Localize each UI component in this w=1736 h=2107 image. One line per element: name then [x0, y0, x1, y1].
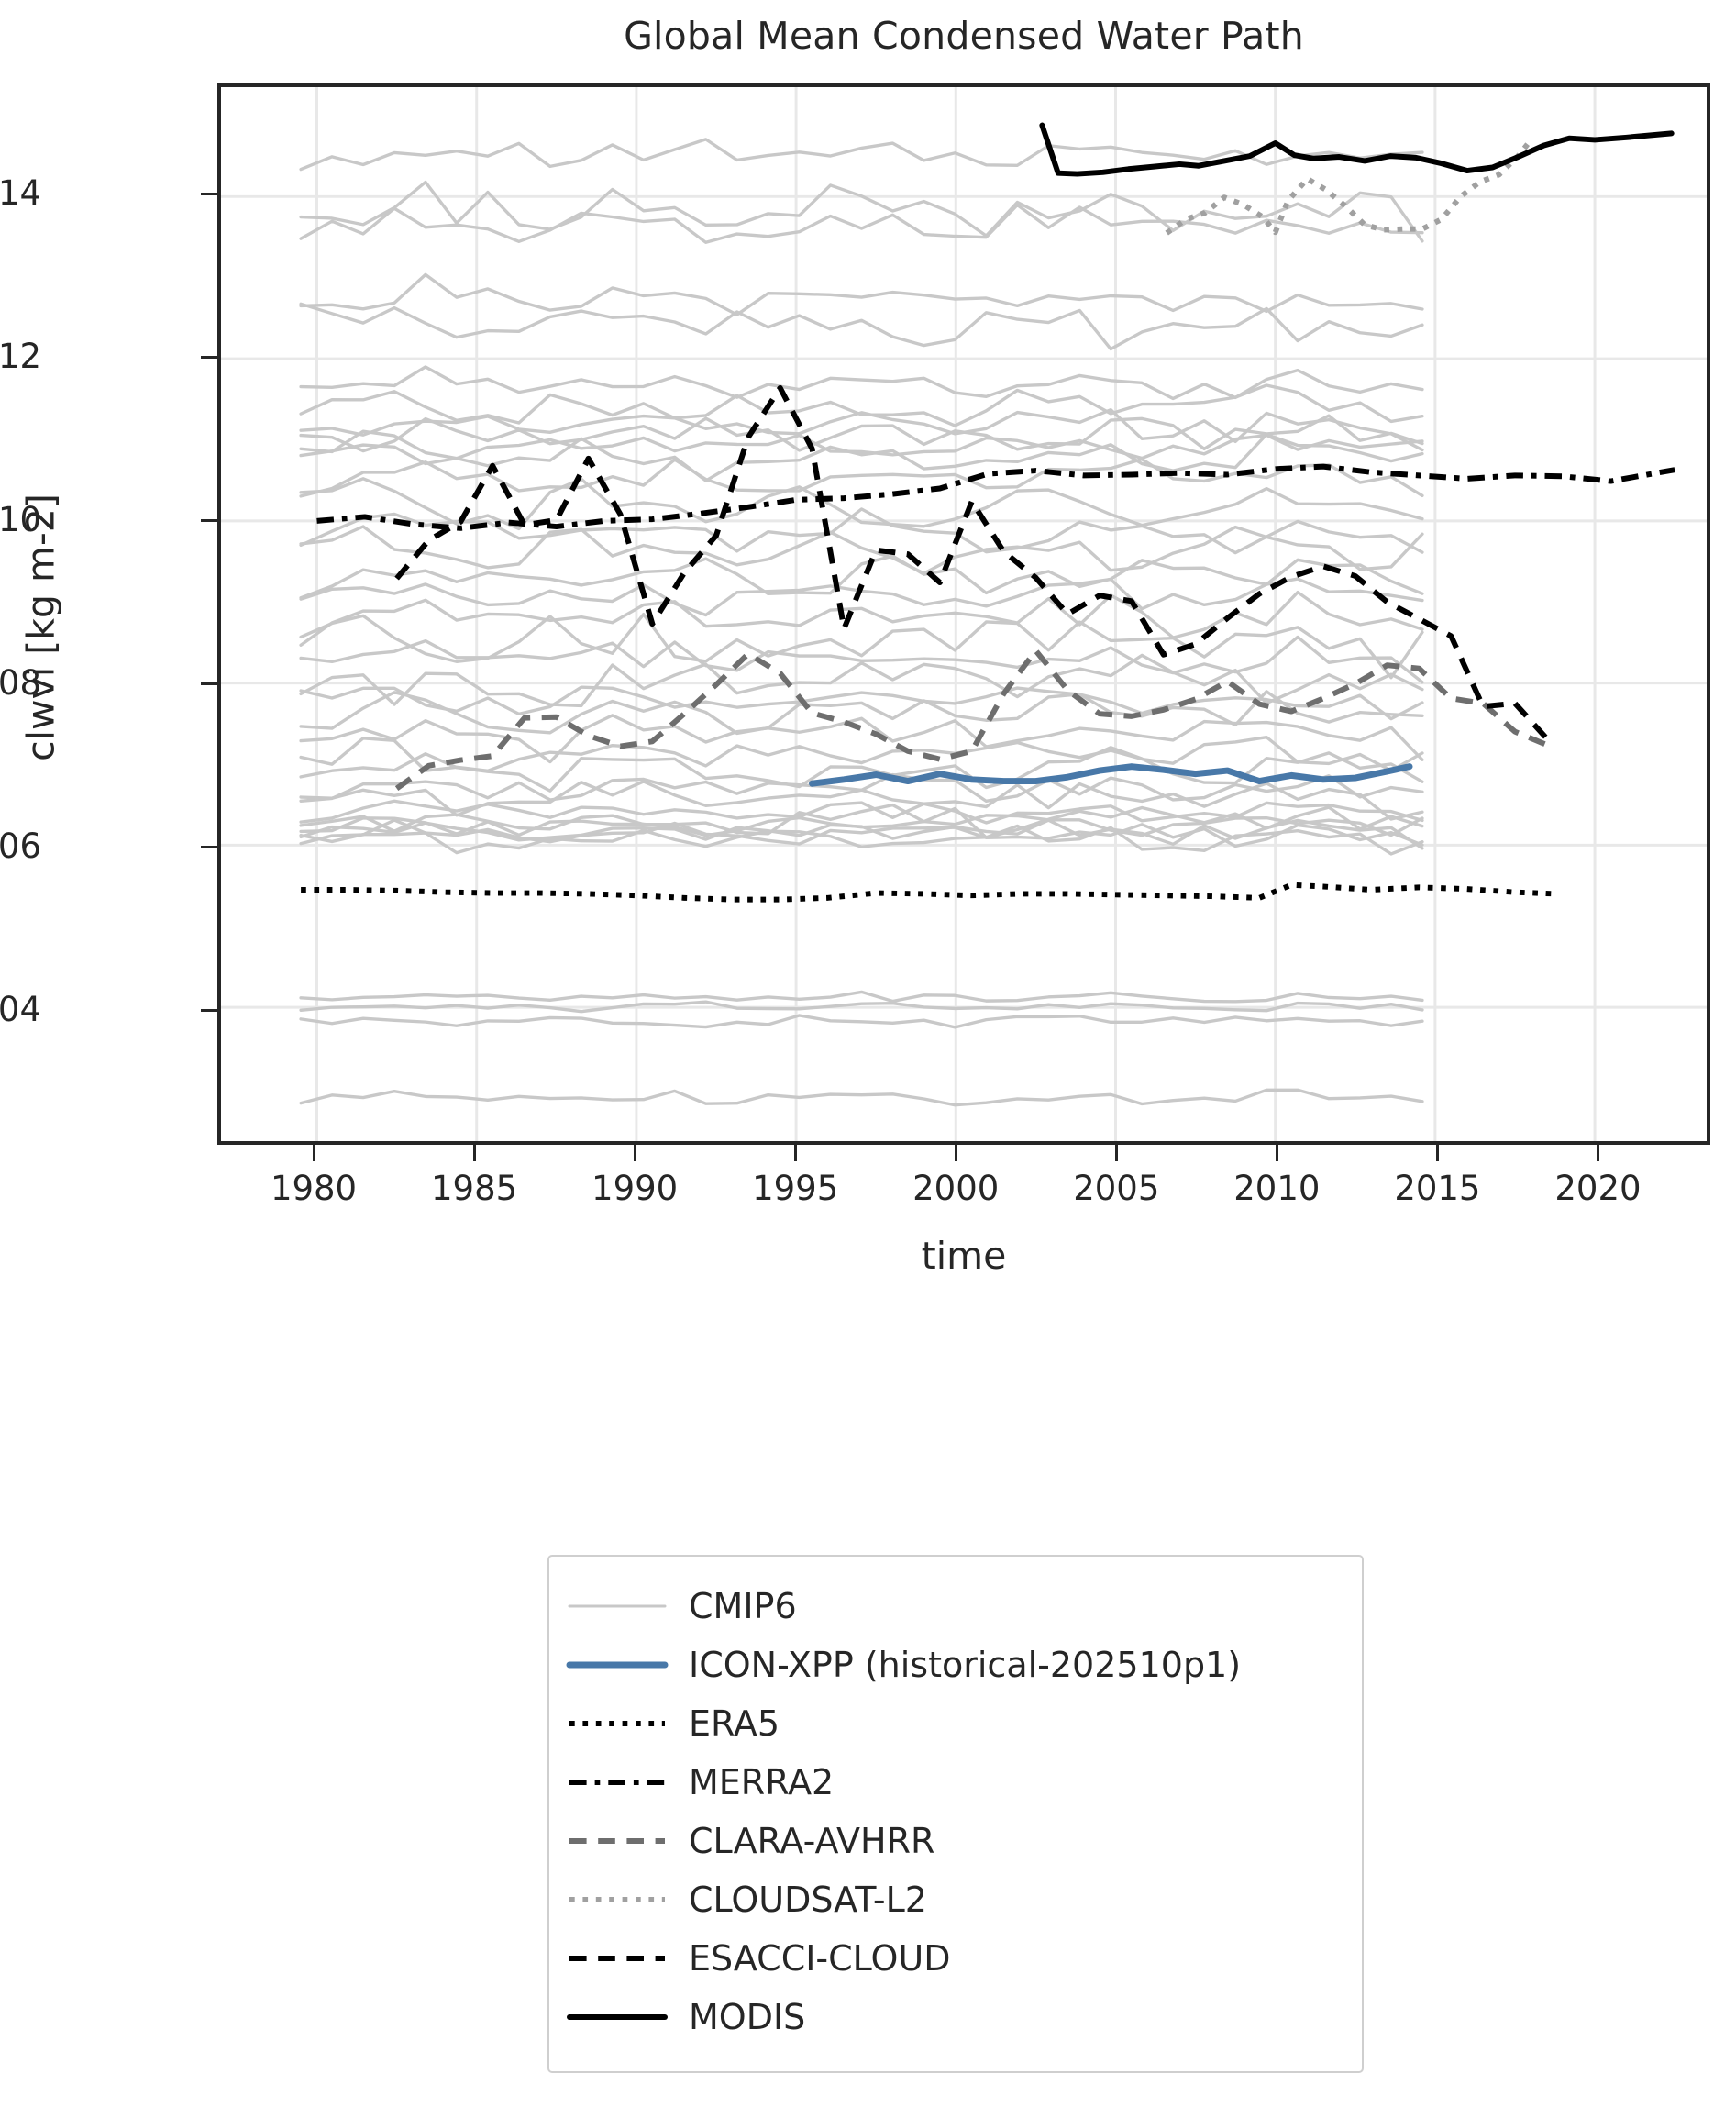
- cmip6-ensemble: [299, 138, 1424, 1107]
- cmip6-member-line: [299, 302, 1424, 351]
- y-tick-mark: [201, 846, 217, 849]
- y-tick-mark: [201, 356, 217, 360]
- y-tick-label: 0.10: [0, 500, 41, 540]
- cmip6-member-line: [299, 414, 1424, 453]
- x-tick-label: 1995: [752, 1169, 839, 1208]
- series-line-modis: [1039, 122, 1675, 177]
- cmip6-member-line: [299, 525, 1424, 575]
- cmip6-member-line: [299, 990, 1424, 1004]
- cmip6-member-line: [299, 1088, 1424, 1107]
- x-tick-mark: [955, 1145, 958, 1161]
- series-line-cloudsat-l2: [1165, 138, 1533, 236]
- cmip6-member-line: [299, 685, 1424, 721]
- legend-swatch-dotted-icon: [566, 1710, 669, 1737]
- series-line-icon-xpp-historical-202510p1: [809, 763, 1413, 787]
- cmip6-member-line: [299, 457, 1424, 498]
- legend-item[interactable]: CLARA-AVHRR: [549, 1812, 1362, 1870]
- y-tick-mark: [201, 682, 217, 686]
- y-tick-mark: [201, 193, 217, 196]
- cmip6-member-line: [299, 780, 1424, 821]
- cmip6-member-line: [299, 818, 1424, 856]
- series-line-merra2: [316, 463, 1675, 531]
- cmip6-member-line: [299, 1000, 1424, 1014]
- cmip6-member-line: [299, 138, 1424, 172]
- y-axis-label: clwvi [kg m-2]: [18, 493, 63, 761]
- y-tick-label: 0.06: [0, 826, 41, 867]
- cmip6-member-line: [299, 653, 1424, 708]
- plot-svg: [221, 87, 1707, 1141]
- y-tick-label: 0.12: [0, 337, 41, 377]
- x-tick-label: 1980: [270, 1169, 358, 1208]
- legend-item[interactable]: ESACCI-CLOUD: [549, 1929, 1362, 1988]
- y-tick-label: 0.14: [0, 173, 41, 214]
- legend-item[interactable]: MODIS: [549, 1988, 1362, 2046]
- legend-swatch-dotted-icon: [566, 1886, 669, 1913]
- x-tick-mark: [1276, 1145, 1279, 1161]
- cmip6-member-line: [299, 432, 1424, 482]
- legend-swatch-dashdot-icon: [566, 1769, 669, 1796]
- legend-item[interactable]: CLOUDSAT-L2: [549, 1870, 1362, 1929]
- cmip6-member-line: [299, 746, 1424, 793]
- legend-item[interactable]: ICON-XPP (historical-202510p1): [549, 1636, 1362, 1694]
- cmip6-member-line: [299, 272, 1424, 316]
- cmip6-member-line: [299, 180, 1424, 243]
- plot-axes: [217, 83, 1710, 1145]
- legend-item[interactable]: MERRA2: [549, 1753, 1362, 1812]
- cmip6-member-line: [299, 690, 1424, 736]
- legend-swatch-solid-icon: [566, 1592, 669, 1620]
- x-tick-mark: [634, 1145, 637, 1161]
- legend-label: CLOUDSAT-L2: [689, 1880, 927, 1920]
- data-series-group: [301, 122, 1675, 903]
- legend-swatch-dashed-icon: [566, 1945, 669, 1972]
- legend-label: ESACCI-CLOUD: [689, 1938, 951, 1979]
- cmip6-member-line: [299, 477, 1424, 531]
- legend-swatch-solid-icon: [566, 2003, 669, 2031]
- cmip6-member-line: [299, 383, 1424, 427]
- legend-swatch-solid-icon: [566, 1651, 669, 1679]
- legend-label: ERA5: [689, 1703, 780, 1744]
- legend-swatch-dashed-icon: [566, 1827, 669, 1855]
- x-tick-mark: [1597, 1145, 1600, 1161]
- legend-label: CLARA-AVHRR: [689, 1821, 935, 1861]
- x-axis-label: time: [921, 1234, 1007, 1278]
- chart-legend[interactable]: CMIP6 ICON-XPP (historical-202510p1) ERA5 M…: [547, 1555, 1364, 2073]
- cmip6-member-line: [299, 1014, 1424, 1029]
- cmip6-member-line: [299, 365, 1424, 401]
- x-tick-label: 2000: [912, 1169, 1000, 1208]
- x-tick-mark: [473, 1145, 477, 1161]
- x-tick-label: 2010: [1233, 1169, 1321, 1208]
- legend-item[interactable]: CMIP6: [549, 1577, 1362, 1636]
- x-tick-label: 2020: [1554, 1169, 1642, 1208]
- cmip6-member-line: [299, 821, 1424, 848]
- cmip6-member-line: [299, 714, 1424, 764]
- x-tick-mark: [1436, 1145, 1440, 1161]
- cmip6-member-line: [299, 554, 1424, 600]
- x-tick-label: 2015: [1394, 1169, 1481, 1208]
- legend-label: MODIS: [689, 1997, 806, 2037]
- y-tick-mark: [201, 1009, 217, 1013]
- cmip6-member-line: [299, 818, 1424, 850]
- legend-label: CMIP6: [689, 1586, 797, 1626]
- cmip6-member-line: [299, 507, 1424, 555]
- series-line-era5: [301, 882, 1557, 903]
- x-tick-label: 1990: [592, 1169, 679, 1208]
- y-tick-label: 0.04: [0, 990, 41, 1030]
- series-line-esacci-cloud: [394, 384, 1553, 745]
- legend-label: MERRA2: [689, 1762, 835, 1802]
- y-tick-mark: [201, 519, 217, 523]
- cmip6-member-line: [299, 203, 1424, 244]
- legend-label: ICON-XPP (historical-202510p1): [689, 1645, 1242, 1685]
- cmip6-member-line: [299, 429, 1424, 460]
- x-tick-mark: [794, 1145, 798, 1161]
- chart-title: Global Mean Condensed Water Path: [624, 14, 1304, 58]
- x-tick-label: 1985: [430, 1169, 518, 1208]
- x-tick-label: 2005: [1073, 1169, 1160, 1208]
- legend-item[interactable]: ERA5: [549, 1694, 1362, 1753]
- y-tick-label: 0.08: [0, 663, 41, 704]
- x-tick-mark: [313, 1145, 316, 1161]
- x-tick-mark: [1115, 1145, 1119, 1161]
